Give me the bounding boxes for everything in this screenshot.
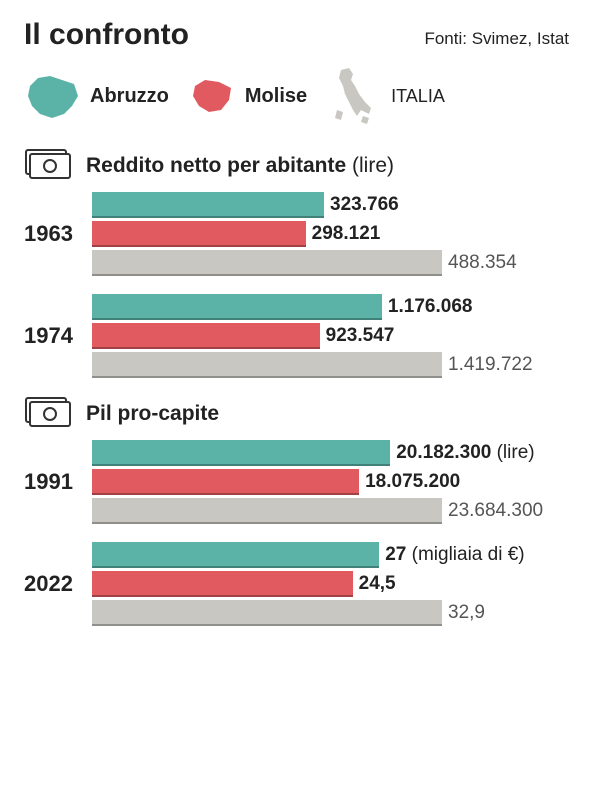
bar-row-molise: 24,5 — [92, 571, 569, 597]
bar-row-molise: 18.075.200 — [92, 469, 569, 495]
molise-icon — [191, 76, 235, 116]
section-reddito: Reddito netto per abitante (lire) 196332… — [24, 148, 569, 378]
year-block: 1991 20.182.300 (lire) 18.075.200 23.684.30… — [24, 440, 569, 524]
bar-value-italia: 1.419.722 — [448, 354, 533, 376]
section2-years: 1991 20.182.300 (lire) 18.075.200 23.684.30… — [24, 440, 569, 626]
year-block: 1963 323.766 298.121 488.354 — [24, 192, 569, 276]
italy-label: ITALIA — [391, 86, 445, 107]
section-title: Pil pro-capite — [86, 402, 219, 426]
bar-value-molise: 923.547 — [326, 325, 395, 347]
section-head: Reddito netto per abitante (lire) — [24, 148, 569, 184]
money-icon — [24, 396, 74, 432]
section-title-unit: (lire) — [346, 154, 394, 177]
bar-row-molise: 298.121 — [92, 221, 569, 247]
bar-italia — [92, 600, 442, 626]
bar-row-abruzzo: 27 (migliaia di €) — [92, 542, 569, 568]
bar-value-molise: 18.075.200 — [365, 471, 460, 493]
bars-area: 1.176.068 923.547 1.419.722 — [92, 294, 569, 378]
bar-value-abruzzo: 20.182.300 (lire) — [396, 442, 534, 464]
bar-suffix: (lire) — [491, 442, 534, 463]
bar-row-abruzzo: 1.176.068 — [92, 294, 569, 320]
bar-suffix: (migliaia di €) — [406, 544, 524, 565]
section-pil: Pil pro-capite 1991 20.182.300 (lire) 18.0… — [24, 396, 569, 626]
header: Il confronto Fonti: Svimez, Istat — [24, 18, 569, 52]
bar-row-abruzzo: 20.182.300 (lire) — [92, 440, 569, 466]
bar-abruzzo — [92, 440, 390, 466]
bar-molise — [92, 221, 306, 247]
bar-row-italia: 1.419.722 — [92, 352, 569, 378]
bar-molise — [92, 469, 359, 495]
bar-value-abruzzo: 27 (migliaia di €) — [385, 544, 524, 566]
legend: Abruzzo Molise ITALIA — [24, 66, 569, 126]
bar-row-molise: 923.547 — [92, 323, 569, 349]
bar-value-molise: 298.121 — [312, 223, 381, 245]
bar-row-italia: 488.354 — [92, 250, 569, 276]
section1-years: 1963 323.766 298.121 488.354 1974 1.176.068 92… — [24, 192, 569, 378]
section-head: Pil pro-capite — [24, 396, 569, 432]
bars-area: 20.182.300 (lire) 18.075.200 23.684.300 — [92, 440, 569, 524]
year-label: 1963 — [24, 221, 92, 247]
bar-value-molise: 24,5 — [359, 573, 396, 595]
page-title: Il confronto — [24, 18, 189, 52]
bar-italia — [92, 250, 442, 276]
bar-value-italia: 23.684.300 — [448, 500, 543, 522]
year-label: 1991 — [24, 469, 92, 495]
source-note: Fonti: Svimez, Istat — [424, 29, 569, 49]
bar-row-italia: 32,9 — [92, 600, 569, 626]
molise-label: Molise — [245, 85, 307, 108]
bar-abruzzo — [92, 192, 324, 218]
bar-molise — [92, 323, 320, 349]
abruzzo-icon — [24, 72, 80, 120]
italy-icon — [329, 66, 381, 126]
bar-italia — [92, 498, 442, 524]
bar-italia — [92, 352, 442, 378]
year-block: 2022 27 (migliaia di €) 24,5 32,9 — [24, 542, 569, 626]
section-title-strong: Reddito netto per abitante — [86, 154, 346, 177]
bar-row-italia: 23.684.300 — [92, 498, 569, 524]
bar-value-italia: 488.354 — [448, 252, 517, 274]
bar-molise — [92, 571, 353, 597]
money-icon — [24, 148, 74, 184]
section-title: Reddito netto per abitante (lire) — [86, 154, 394, 178]
bar-abruzzo — [92, 542, 379, 568]
year-label: 2022 — [24, 571, 92, 597]
bars-area: 27 (migliaia di €) 24,5 32,9 — [92, 542, 569, 626]
abruzzo-label: Abruzzo — [90, 85, 169, 108]
bar-value-abruzzo: 323.766 — [330, 194, 399, 216]
year-block: 1974 1.176.068 923.547 1.419.722 — [24, 294, 569, 378]
bar-value-abruzzo: 1.176.068 — [388, 296, 473, 318]
bar-value-italia: 32,9 — [448, 602, 485, 624]
section-title-strong: Pil pro-capite — [86, 402, 219, 425]
bar-row-abruzzo: 323.766 — [92, 192, 569, 218]
year-label: 1974 — [24, 323, 92, 349]
bars-area: 323.766 298.121 488.354 — [92, 192, 569, 276]
bar-abruzzo — [92, 294, 382, 320]
